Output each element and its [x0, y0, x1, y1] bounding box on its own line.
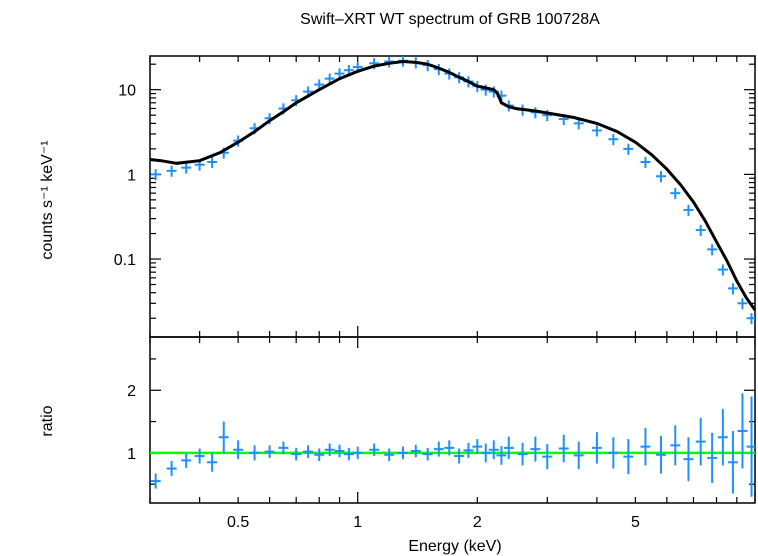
x-tick-label: 1 — [353, 514, 362, 531]
top-model-curve — [149, 59, 757, 311]
bottom-y-tick-label: 1 — [127, 446, 136, 463]
x-tick-label: 2 — [473, 514, 482, 531]
top-panel-frame — [149, 55, 756, 338]
top-y-tick-label: 0.1 — [114, 252, 136, 269]
top-y-axis-label: counts s⁻¹ keV⁻¹ — [39, 140, 56, 259]
plot-area: 0.5 1 2 5 10 1 0.1 1 2 — [114, 55, 757, 531]
bottom-y-tick-label: 2 — [127, 383, 136, 400]
x-axis-label: Energy (keV) — [408, 538, 501, 555]
bottom-panel-frame — [149, 336, 756, 504]
top-y-tick-label: 1 — [127, 167, 136, 184]
top-y-tick-label: 10 — [118, 83, 136, 100]
x-tick-label: 5 — [631, 514, 640, 531]
x-tick-label: 0.5 — [227, 514, 249, 531]
bottom-y-axis-label: ratio — [39, 405, 56, 436]
chart-title: Swift–XRT WT spectrum of GRB 100728A — [300, 11, 600, 28]
